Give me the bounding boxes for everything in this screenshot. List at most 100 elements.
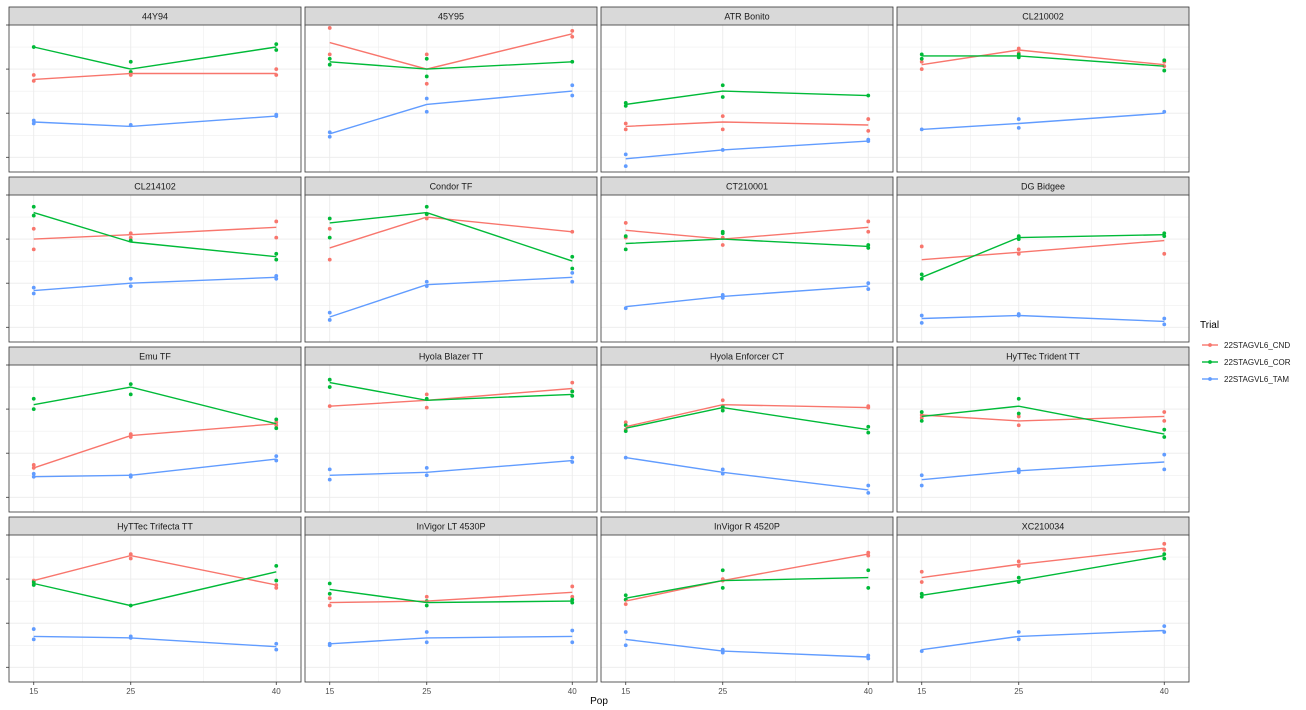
facet-panel: InVigor LT 4530P: [304, 516, 598, 683]
data-point: [919, 276, 924, 281]
plot-area: [9, 25, 301, 172]
data-point: [31, 407, 36, 411]
data-point: [720, 95, 725, 99]
facet-title: ATR Bonito: [724, 12, 769, 22]
data-point: [274, 417, 279, 422]
plot-area: [305, 365, 597, 512]
data-point: [720, 467, 725, 472]
data-point: [31, 291, 36, 296]
data-point: [720, 127, 725, 132]
data-point: [274, 251, 279, 256]
panel-border: [304, 194, 598, 343]
data-point: [720, 231, 725, 236]
data-point: [623, 152, 628, 157]
data-point: [327, 467, 332, 472]
panel-border: [8, 364, 302, 513]
panel-border: [600, 24, 894, 173]
data-point: [866, 424, 871, 429]
data-point: [31, 471, 36, 476]
data-point: [274, 586, 279, 590]
data-point: [866, 586, 871, 590]
x-axis-ticks: 15 25 40 15 25 40 15 25 40 15 25 40: [29, 682, 1169, 696]
facet-panel: 45Y95: [304, 6, 598, 173]
data-point: [1162, 427, 1167, 432]
data-point: [274, 48, 279, 52]
panel-border: [304, 24, 598, 173]
plot-area: [897, 365, 1189, 512]
legend-key-point: [1208, 360, 1212, 364]
data-point: [1162, 316, 1167, 321]
facet-title: DG Bidgee: [1021, 182, 1065, 192]
data-point: [327, 257, 332, 262]
data-point: [128, 284, 133, 289]
data-point: [866, 128, 871, 133]
series-line: [33, 72, 277, 81]
facet-title: HyTTec Trifecta TT: [117, 522, 193, 532]
data-point: [623, 593, 628, 598]
series-line: [625, 576, 869, 599]
data-point: [31, 396, 36, 401]
x-tick-label: 25: [1014, 687, 1023, 696]
data-point: [570, 640, 575, 645]
data-point: [623, 221, 628, 225]
data-point: [623, 247, 628, 252]
series-line: [625, 140, 869, 160]
data-point: [128, 59, 133, 64]
data-point: [128, 235, 133, 240]
data-point: [327, 226, 332, 231]
panel-border: [304, 364, 598, 513]
data-point: [919, 56, 924, 61]
data-point: [1162, 418, 1167, 423]
series-line: [625, 121, 869, 128]
series-line: [33, 635, 277, 648]
x-tick-label: 40: [1160, 687, 1169, 696]
data-point: [327, 596, 332, 601]
facet-panel: Emu TF: [6, 346, 302, 513]
series-line: [921, 629, 1165, 651]
legend-item: 22STAGVL6_CND: [1202, 341, 1290, 350]
series-line: [33, 115, 277, 128]
data-point: [866, 287, 871, 291]
data-point: [424, 473, 429, 478]
data-point: [1162, 322, 1167, 327]
facet-title: InVigor R 4520P: [714, 522, 780, 532]
data-point: [1162, 452, 1167, 457]
series-line: [33, 458, 277, 478]
data-point: [866, 490, 871, 495]
data-point: [424, 56, 429, 61]
x-tick-label: 25: [718, 687, 727, 696]
data-point: [919, 272, 924, 277]
series-line: [921, 234, 1165, 278]
data-point: [327, 603, 332, 608]
series-line: [33, 276, 277, 292]
data-point: [31, 247, 36, 252]
data-point: [327, 216, 332, 221]
series-line: [329, 459, 573, 476]
panel-border: [600, 364, 894, 513]
data-point: [327, 385, 332, 389]
data-point: [570, 83, 575, 88]
data-point: [866, 568, 871, 573]
data-point: [1016, 117, 1021, 121]
x-tick-label: 15: [621, 687, 630, 696]
data-point: [623, 234, 628, 239]
data-point: [424, 204, 429, 209]
series-line: [921, 112, 1165, 131]
data-point: [128, 382, 133, 387]
data-point: [274, 235, 279, 240]
data-point: [919, 410, 924, 414]
panel-border: [896, 24, 1190, 173]
series-line: [625, 403, 869, 428]
data-point: [274, 647, 279, 652]
data-point: [866, 229, 871, 234]
facet-panel: ATR Bonito: [600, 6, 894, 173]
data-point: [1016, 637, 1021, 642]
data-point: [274, 42, 279, 47]
data-point: [1162, 556, 1167, 561]
data-point: [31, 226, 36, 231]
data-point: [274, 67, 279, 71]
facet-panel: DG Bidgee: [896, 176, 1190, 343]
data-point: [327, 56, 332, 61]
data-point: [327, 52, 332, 57]
